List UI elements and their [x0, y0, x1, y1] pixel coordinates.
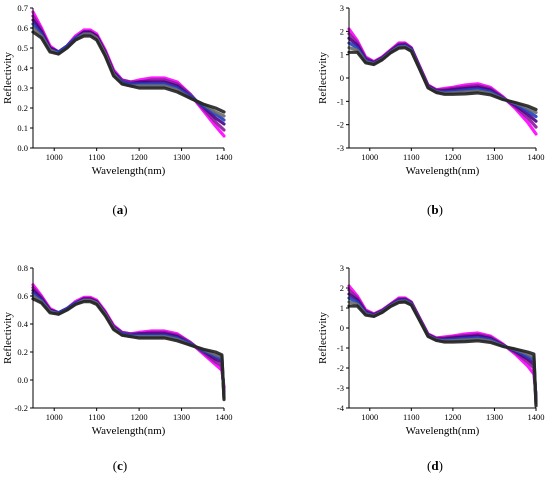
- chart-panel-b: 1000 1100 1200 1300 1400 -3 -2 -1 0 1 2 3 Wavelength…: [317, 3, 545, 217]
- series-line-c-4: [31, 291, 226, 399]
- series-line-a-1: [31, 10, 226, 138]
- y-tick-label-d-7: 3: [340, 263, 344, 273]
- x-axis-label-c: Wavelength(nm): [92, 425, 166, 437]
- y-tick-label-d-3: -1: [337, 343, 344, 353]
- panel-caption-a: (a): [112, 202, 127, 217]
- x-tick-label-a-1400: 1400: [216, 152, 233, 162]
- panel-caption-d: (d): [427, 458, 443, 473]
- y-tick-label-d-5: 1: [340, 303, 344, 313]
- y-tick-label-c-4: 0.6: [17, 291, 28, 301]
- series-line-a-2: [31, 14, 226, 132]
- y-axis-label-d: Reflectivity: [317, 312, 329, 364]
- series-line-b-4: [347, 41, 538, 119]
- chart-panel-d: 1000 1100 1200 1300 1400 -4 -3 -2 -1 0 1 2 3 Waveleng…: [317, 263, 545, 473]
- series-line-c-3: [31, 288, 226, 396]
- x-tick-label-a-1200: 1200: [131, 152, 148, 162]
- x-tick-label-b-1200: 1200: [444, 152, 461, 162]
- y-tick-label-c-3: 0.4: [17, 319, 28, 329]
- y-tick-label-d-2: -2: [337, 363, 344, 373]
- y-axis-label-a: Reflectivity: [2, 52, 14, 104]
- x-tick-label-b-1400: 1400: [528, 152, 545, 162]
- series-line-b-1: [347, 27, 538, 136]
- x-tick-label-a-1100: 1100: [88, 152, 105, 162]
- x-tick-label-a-1300: 1300: [173, 152, 190, 162]
- y-tick-label-a-4: 0.4: [17, 63, 28, 73]
- x-tick-label-d-1400: 1400: [528, 412, 545, 422]
- y-tick-label-a-3: 0.3: [17, 83, 28, 93]
- series-line-b-6: [347, 46, 538, 112]
- y-tick-label-b-3: 0: [340, 73, 344, 83]
- panel-caption-c: (c): [113, 458, 127, 473]
- series-line-c-2: [31, 286, 226, 393]
- y-tick-label-c-2: 0.2: [17, 347, 28, 357]
- y-tick-label-a-2: 0.2: [17, 103, 28, 113]
- series-line-b-3: [347, 36, 538, 123]
- y-tick-label-a-6: 0.6: [17, 23, 28, 33]
- series-line-d-6: [347, 300, 538, 408]
- x-tick-label-b-1100: 1100: [403, 152, 420, 162]
- x-tick-label-c-1100: 1100: [88, 412, 105, 422]
- y-tick-label-c-0: -0.2: [15, 403, 28, 413]
- series-line-c-6: [31, 297, 226, 402]
- y-tick-label-d-4: 0: [340, 323, 344, 333]
- y-axis-label-c: Reflectivity: [2, 312, 14, 364]
- x-tick-label-d-1300: 1300: [486, 412, 503, 422]
- y-axis-label-b: Reflectivity: [317, 52, 329, 104]
- x-tick-label-c-1000: 1000: [46, 412, 63, 422]
- panel-caption-b: (b): [427, 202, 443, 217]
- series-line-b-2: [347, 32, 538, 129]
- x-tick-label-d-1200: 1200: [444, 412, 461, 422]
- y-tick-label-c-5: 0.8: [17, 263, 28, 273]
- x-tick-label-b-1000: 1000: [361, 152, 378, 162]
- y-tick-label-a-7: 0.7: [17, 3, 28, 13]
- y-tick-label-a-5: 0.5: [17, 43, 28, 53]
- x-axis-label-a: Wavelength(nm): [92, 165, 166, 177]
- x-tick-label-a-1000: 1000: [46, 152, 63, 162]
- series-line-a-6: [31, 30, 226, 114]
- y-tick-label-a-1: 0.1: [17, 123, 28, 133]
- y-tick-label-b-0: -3: [337, 143, 344, 153]
- chart-panel-c: 1000 1100 1200 1300 1400 -0.2 0.0 0.2 0.4 0.6 0.8 W…: [2, 263, 233, 473]
- x-axis-label-d: Wavelength(nm): [406, 425, 480, 437]
- chart-panel-a: 1000 1100 1200 1300 1400 0.0 0.1 0.2 0.3 0.4 0.5 0.…: [2, 3, 233, 217]
- x-tick-label-d-1100: 1100: [403, 412, 420, 422]
- x-tick-label-b-1300: 1300: [486, 152, 503, 162]
- series-line-d-2: [347, 288, 538, 400]
- y-tick-label-b-4: 1: [340, 50, 344, 60]
- y-tick-label-b-6: 3: [340, 3, 344, 13]
- x-tick-label-d-1000: 1000: [361, 412, 378, 422]
- series-line-a-3: [31, 18, 226, 126]
- x-tick-label-c-1400: 1400: [216, 412, 233, 422]
- y-tick-label-c-1: 0.0: [17, 375, 28, 385]
- series-line-a-4: [31, 22, 226, 122]
- y-tick-label-b-2: -1: [337, 96, 344, 106]
- x-tick-label-c-1200: 1200: [131, 412, 148, 422]
- x-axis-label-b: Wavelength(nm): [406, 165, 480, 177]
- y-tick-label-b-5: 2: [340, 26, 344, 36]
- x-tick-label-c-1300: 1300: [173, 412, 190, 422]
- y-tick-label-a-0: 0.0: [17, 143, 28, 153]
- y-tick-label-b-1: -2: [337, 120, 344, 130]
- y-tick-label-d-6: 2: [340, 283, 344, 293]
- y-tick-label-d-0: -4: [337, 403, 345, 413]
- y-tick-label-d-1: -3: [337, 383, 344, 393]
